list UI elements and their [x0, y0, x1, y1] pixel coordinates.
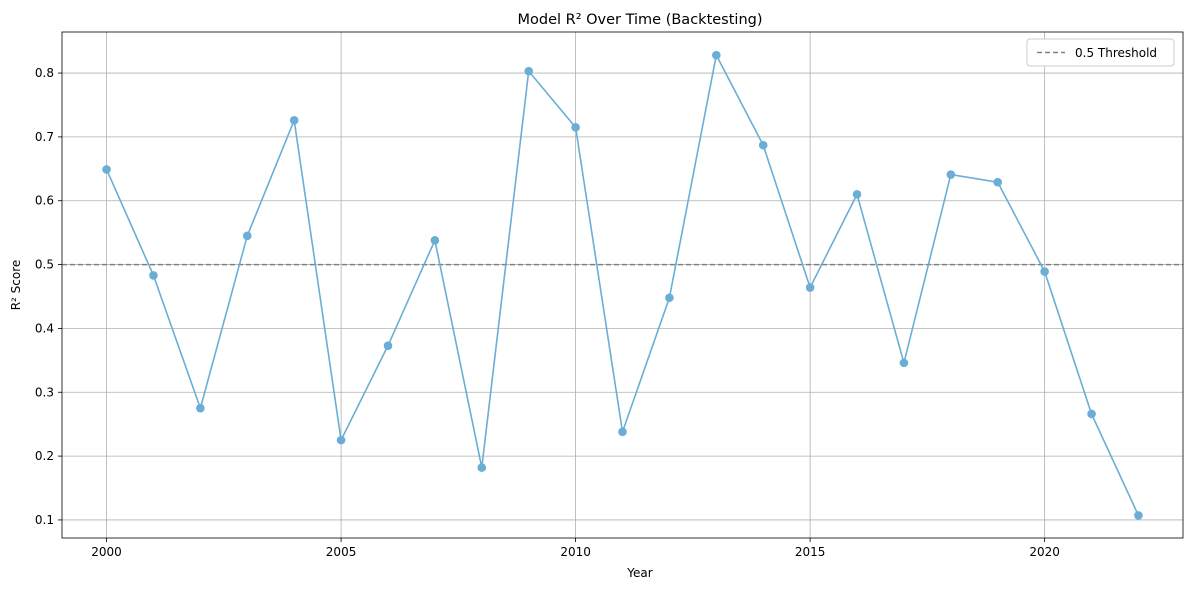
data-point: [102, 165, 111, 174]
data-point: [149, 271, 158, 280]
data-point: [805, 283, 815, 292]
x-tick-label: 2015: [795, 545, 826, 559]
x-tick-label: 2005: [326, 545, 357, 559]
data-point: [289, 115, 299, 125]
grid-layer: [62, 32, 1183, 538]
data-point: [571, 123, 580, 132]
data-point: [477, 463, 487, 472]
data-point: [899, 358, 909, 368]
legend-box: [1026, 38, 1175, 67]
data-point: [758, 140, 768, 150]
x-tick-label: 2010: [560, 545, 591, 559]
x-tick-label: 2000: [91, 545, 122, 559]
series-layer: [102, 50, 1143, 520]
data-point: [336, 435, 346, 445]
y-tick-label: 0.7: [35, 130, 54, 144]
y-tick-label: 0.8: [35, 66, 54, 80]
tick-layer: 2000 2005 2010 2015 2020 0.1 0.2 0.3 0.4 0.5 0.6 0.…: [35, 66, 1060, 559]
legend: 0.5 Threshold: [1026, 38, 1175, 67]
data-point: [1040, 267, 1049, 276]
data-point: [712, 50, 721, 60]
data-point: [852, 190, 862, 199]
data-point: [665, 293, 674, 303]
data-point: [383, 341, 393, 350]
data-point: [524, 66, 533, 76]
y-tick-label: 0.4: [35, 321, 54, 335]
data-point: [430, 236, 440, 245]
x-tick-label: 2020: [1029, 545, 1060, 559]
data-point: [946, 170, 956, 179]
legend-label-threshold: 0.5 Threshold: [1075, 46, 1157, 60]
y-tick-label: 0.5: [35, 258, 54, 272]
data-point: [993, 177, 1003, 187]
chart-title: Model R² Over Time (Backtesting): [517, 12, 762, 28]
y-tick-label: 0.3: [35, 385, 54, 399]
data-point: [618, 427, 627, 437]
data-point: [242, 231, 252, 241]
plot-frame: [61, 31, 1184, 539]
y-tick-label: 0.1: [35, 513, 54, 527]
data-point: [1134, 511, 1143, 520]
data-point: [1087, 409, 1096, 419]
y-tick-label: 0.6: [35, 194, 54, 208]
data-point: [196, 403, 205, 413]
y-axis-label: R² Score: [9, 260, 23, 311]
y-tick-label: 0.2: [35, 449, 54, 463]
x-axis-label: Year: [626, 566, 652, 580]
